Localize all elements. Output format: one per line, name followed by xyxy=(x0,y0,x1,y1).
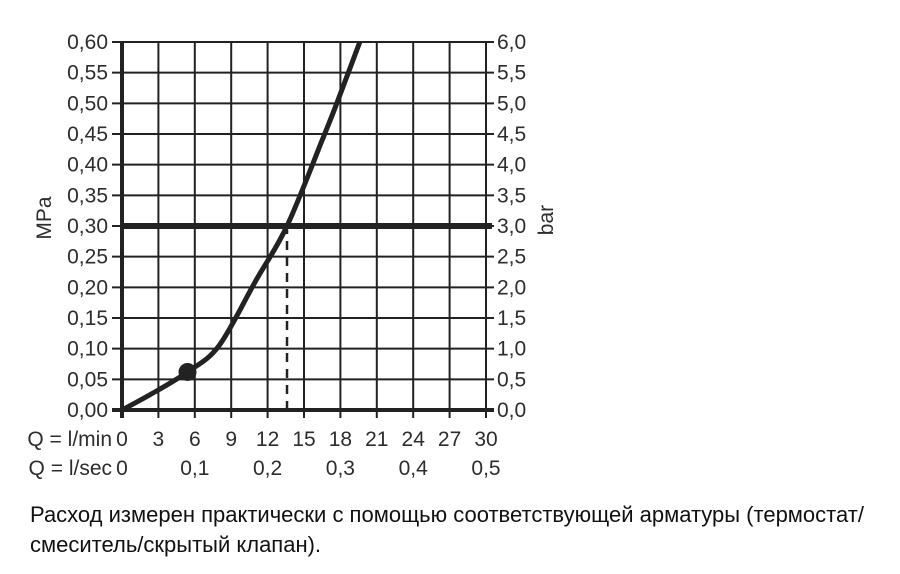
y-axis-right-tick-label: 3,0 xyxy=(497,215,526,238)
x-axis-lmin-tick-label: 0 xyxy=(116,428,128,451)
axes xyxy=(112,42,494,418)
x-axis-lsec-tick-label: 0,4 xyxy=(399,457,429,480)
x-axis-lmin-tick-label: 30 xyxy=(474,428,497,451)
caption-line-2: смеситель/скрытый клапан). xyxy=(30,532,322,557)
tick-labels: 0,600,550,500,450,400,350,300,250,200,15… xyxy=(67,31,526,480)
y-axis-left-tick-label: 0,00 xyxy=(67,399,108,422)
y-axis-right-tick-label: 0,0 xyxy=(497,399,526,422)
x-axis-lsec-label: Q = l/sec xyxy=(29,457,112,480)
x-axis-lmin-tick-label: 27 xyxy=(438,428,461,451)
grid xyxy=(112,41,494,418)
y-axis-right-tick-label: 1,5 xyxy=(497,307,526,330)
x-axis-lsec-tick-label: 0,2 xyxy=(253,457,282,480)
x-axis-lmin-tick-label: 21 xyxy=(365,428,388,451)
y-axis-right-tick-label: 0,5 xyxy=(497,368,526,391)
x-axis-lmin-tick-label: 9 xyxy=(225,428,237,451)
x-axis-lsec-tick-label: 0 xyxy=(116,457,128,480)
y-axis-left-tick-label: 0,50 xyxy=(67,92,108,115)
y-axis-left-tick-label: 0,20 xyxy=(67,276,108,299)
y-axis-right-tick-label: 2,5 xyxy=(497,246,526,269)
y-axis-right-tick-label: 6,0 xyxy=(497,31,526,54)
y-axis-left-tick-label: 0,45 xyxy=(67,123,108,146)
x-axis-lmin-label: Q = l/min xyxy=(27,428,112,451)
y-axis-left-tick-label: 0,10 xyxy=(67,338,108,361)
operating-point-dot xyxy=(178,362,197,381)
y-axis-left-unit-label: MPa xyxy=(33,196,56,240)
y-axis-left-tick-label: 0,40 xyxy=(67,154,108,177)
y-axis-left-tick-label: 0,30 xyxy=(67,215,108,238)
y-axis-right-tick-label: 4,0 xyxy=(497,154,526,177)
y-axis-right-unit-label: bar xyxy=(535,205,558,235)
caption-line-1: Расход измерен практически с помощью соо… xyxy=(30,502,864,527)
y-axis-right-tick-label: 2,0 xyxy=(497,276,526,299)
caption: Расход измерен практически с помощью соо… xyxy=(30,500,890,560)
x-axis-lsec-tick-label: 0,5 xyxy=(471,457,500,480)
y-axis-right-tick-label: 1,0 xyxy=(497,338,526,361)
x-axis-lmin-tick-label: 15 xyxy=(292,428,315,451)
marker-group xyxy=(178,362,197,381)
y-axis-left-tick-label: 0,60 xyxy=(67,31,108,54)
x-axis-lsec-tick-label: 0,1 xyxy=(180,457,209,480)
y-axis-right-tick-label: 3,5 xyxy=(497,184,526,207)
flow-pressure-curve xyxy=(120,41,363,413)
y-axis-right-tick-label: 5,5 xyxy=(497,62,526,85)
x-axis-lsec-tick-label: 0,3 xyxy=(326,457,355,480)
y-axis-right-tick-label: 4,5 xyxy=(497,123,526,146)
x-axis-lmin-tick-label: 12 xyxy=(256,428,279,451)
x-axis-lmin-tick-label: 18 xyxy=(329,428,352,451)
y-axis-left-tick-label: 0,15 xyxy=(67,307,108,330)
x-axis-lmin-tick-label: 6 xyxy=(189,428,201,451)
x-axis-lmin-tick-label: 3 xyxy=(153,428,165,451)
y-axis-left-tick-label: 0,05 xyxy=(67,368,108,391)
x-axis-lmin-tick-label: 24 xyxy=(402,428,426,451)
y-axis-right-tick-label: 5,0 xyxy=(497,92,526,115)
y-axis-left-tick-label: 0,35 xyxy=(67,184,108,207)
y-axis-left-tick-label: 0,25 xyxy=(67,246,108,269)
curve-group xyxy=(120,41,363,413)
y-axis-left-tick-label: 0,55 xyxy=(67,62,108,85)
